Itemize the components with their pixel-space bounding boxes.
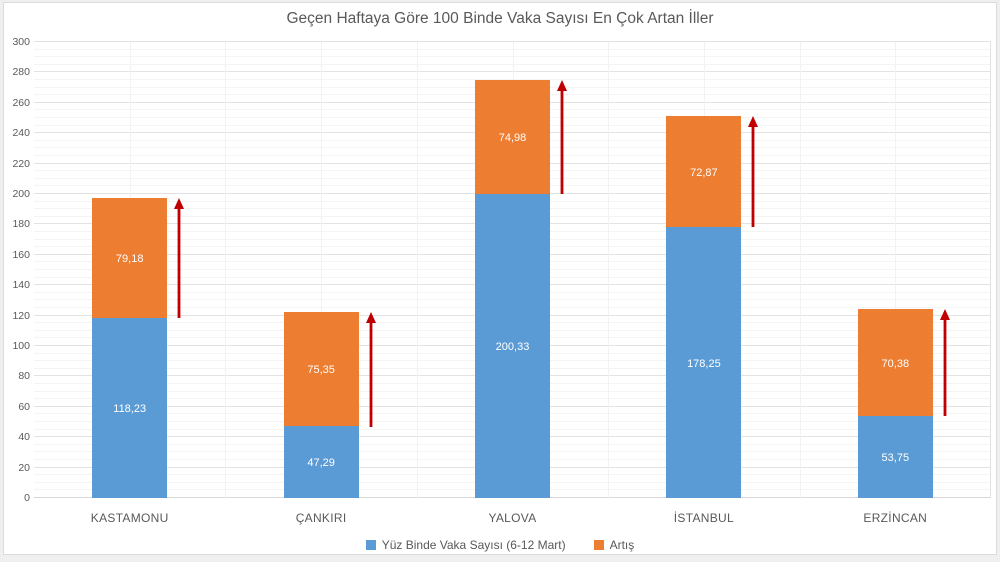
x-category-label: ERZİNCAN [863, 511, 928, 525]
x-category-label: YALOVA [488, 511, 537, 525]
worksheet-column-line [416, 42, 418, 498]
y-tick-label: 40 [18, 431, 30, 444]
bar-segment-cases [666, 227, 742, 498]
y-tick-label: 60 [18, 400, 30, 413]
chart-title: Geçen Haftaya Göre 100 Binde Vaka Sayısı… [286, 10, 714, 27]
y-tick-label: 0 [24, 492, 30, 504]
increase-up-arrow-icon [364, 311, 378, 427]
x-category-label: KASTAMONU [90, 511, 169, 525]
worksheet-column-line [799, 42, 801, 498]
legend-swatch-orange-icon [593, 540, 604, 550]
up-arrow-svg [174, 197, 185, 318]
bar-value-label-cases: 118,23 [113, 403, 147, 416]
bar-segment-increase [666, 116, 742, 228]
up-arrow-svg [939, 309, 950, 417]
plot-area: 118,23 79,18 47,29 75,35 200,33 74,98 178,25 72… [34, 41, 991, 498]
y-tick-label: 20 [18, 461, 30, 474]
worksheet-column-line [895, 42, 897, 498]
y-tick-label: 200 [12, 188, 30, 200]
y-tick-label: 180 [12, 218, 30, 231]
legend-item-cases: Yüz Binde Vaka Sayısı (6-12 Mart) [365, 538, 566, 552]
y-tick-label: 220 [12, 157, 30, 170]
bar-value-label-cases: 200,33 [495, 340, 530, 353]
bar-value-label-increase: 75,35 [307, 363, 335, 376]
bar-segment-increase [92, 197, 168, 319]
worksheet-column-line [321, 42, 323, 498]
increase-up-arrow-icon [172, 197, 186, 318]
bar-segment-increase [475, 79, 550, 194]
gridline-major [34, 41, 991, 42]
bar-segment-increase [283, 311, 359, 427]
legend-item-increase: Artış [593, 538, 635, 552]
increase-up-arrow-icon [555, 79, 569, 194]
bar-value-label-increase: 70,38 [881, 357, 910, 370]
bar-value-label-cases: 53,75 [881, 452, 910, 465]
up-arrow-svg [365, 311, 376, 427]
y-tick-label: 280 [12, 66, 30, 79]
bar-segment-increase [857, 309, 933, 417]
y-tick-label: 100 [12, 340, 30, 352]
chart-frame: Geçen Haftaya Göre 100 Binde Vaka Sayısı… [3, 2, 997, 555]
legend: Yüz Binde Vaka Sayısı (6-12 Mart) Artış [4, 538, 996, 552]
worksheet-column-line [608, 42, 610, 498]
y-tick-label: 300 [12, 36, 30, 48]
increase-up-arrow-icon [746, 116, 760, 228]
y-tick-label: 140 [12, 279, 30, 292]
bar-value-label-cases: 47,29 [307, 457, 335, 470]
worksheet-column-line [225, 42, 227, 498]
bar-value-label-increase: 72,87 [690, 166, 718, 179]
x-category-label: ÇANKIRI [295, 511, 347, 525]
bar-value-label-increase: 79,18 [115, 253, 144, 266]
legend-swatch-blue-icon [365, 540, 376, 550]
up-arrow-svg [557, 79, 567, 194]
x-category-label: İSTANBUL [673, 511, 734, 525]
plot-right-edge-line [990, 42, 991, 498]
bar-segment-cases [475, 193, 550, 498]
y-tick-label: 240 [12, 127, 30, 140]
bar-value-label-cases: 178,25 [687, 357, 721, 370]
legend-label-increase: Artış [609, 538, 635, 552]
legend-label-cases: Yüz Binde Vaka Sayısı (6-12 Mart) [381, 538, 566, 552]
bar-segment-cases [92, 318, 168, 498]
bar-segment-cases [283, 426, 359, 498]
y-tick-label: 120 [12, 309, 30, 322]
up-arrow-svg [748, 116, 759, 228]
y-tick-label: 160 [12, 248, 30, 261]
bar-value-label-increase: 74,98 [498, 131, 527, 144]
y-tick-label: 260 [12, 96, 30, 109]
y-tick-label: 80 [18, 370, 30, 383]
bar-segment-cases [857, 416, 933, 498]
increase-up-arrow-icon [938, 309, 952, 417]
